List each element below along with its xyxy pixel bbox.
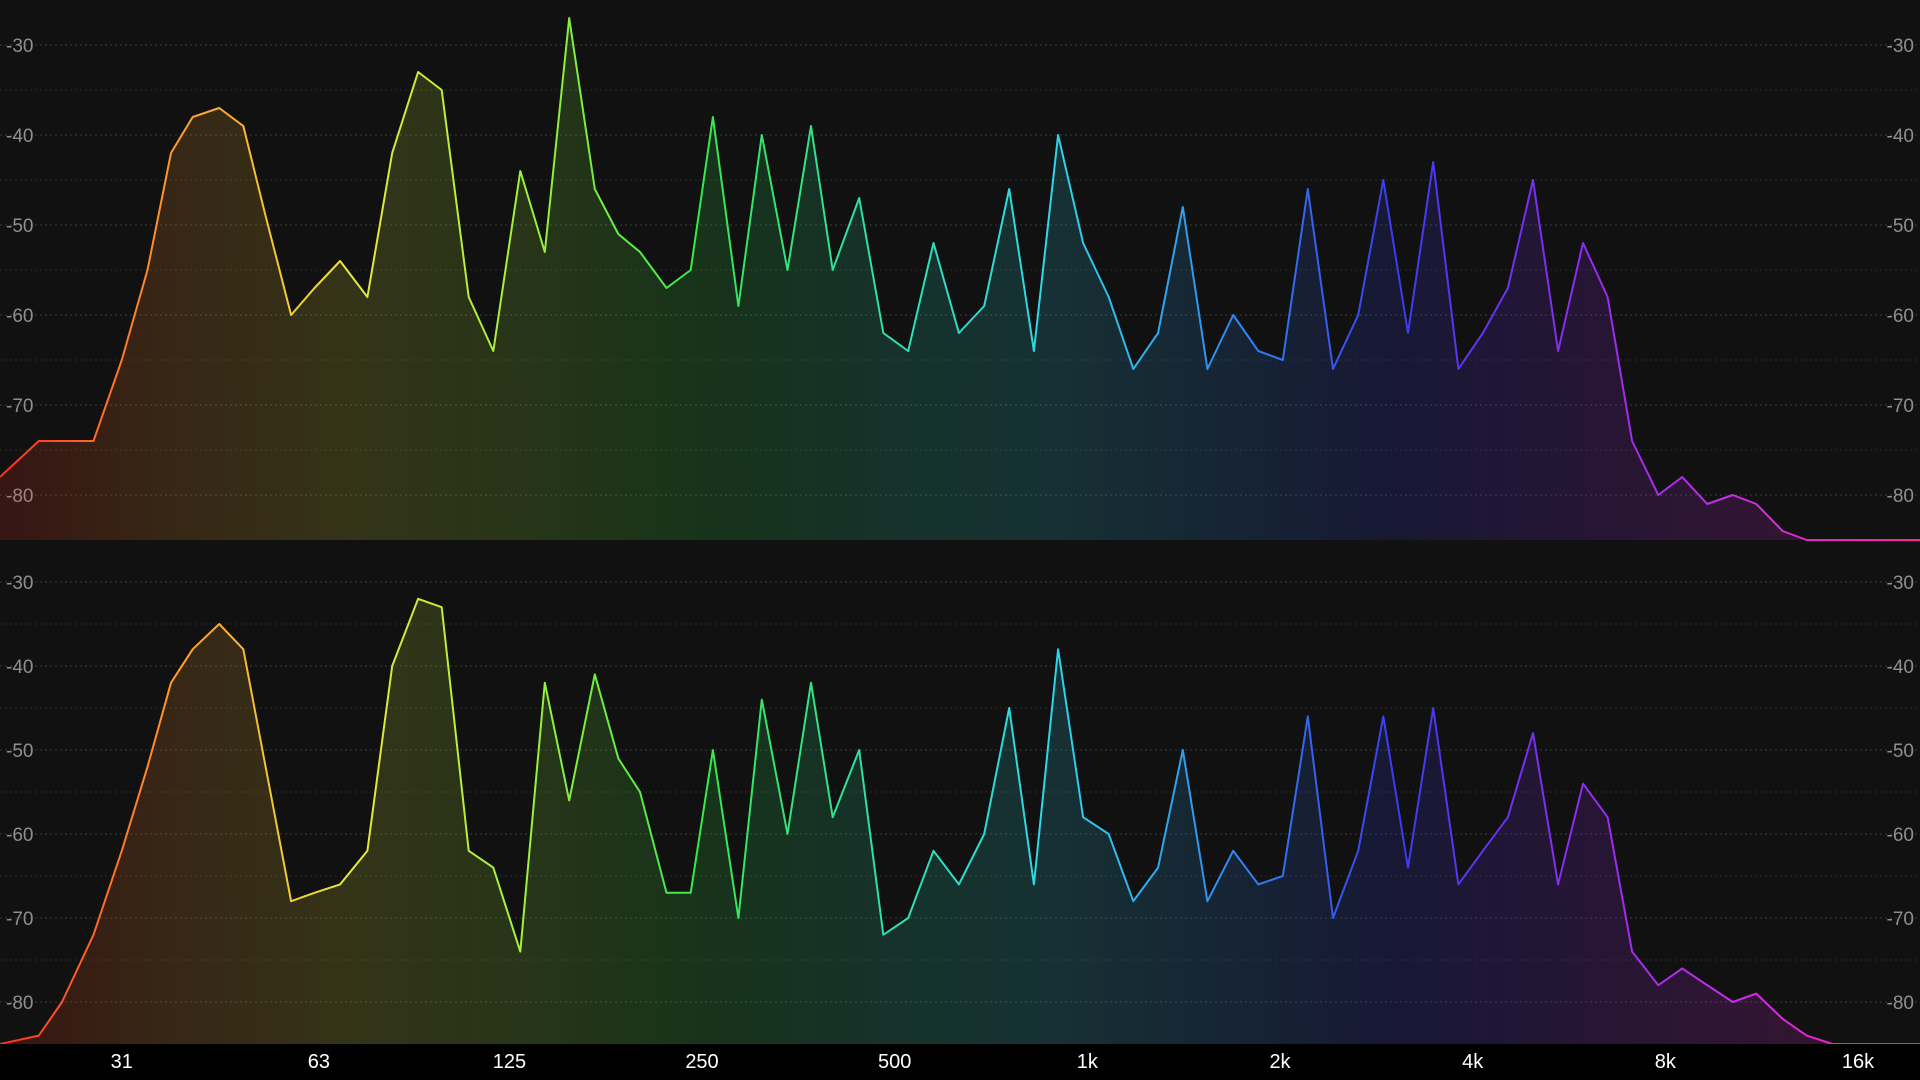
spectrum-line [0,597,1920,1045]
spectrum-area [0,598,1920,1044]
y-tick-label: -80 [6,993,33,1014]
y-tick-label-right: -30 [1887,36,1914,57]
spectrum-line [0,17,1920,541]
x-tick-label: 4k [1462,1051,1484,1073]
y-tick-label-right: -40 [1887,657,1914,678]
x-tick-label: 31 [111,1051,133,1073]
y-tick-label: -30 [6,573,33,594]
x-tick-label: 16k [1842,1051,1875,1073]
x-tick-label: 1k [1077,1051,1099,1073]
y-tick-label-right: -40 [1887,126,1914,147]
frequency-axis: 31 63 125 250 500 1k 2k 4k 8k 16k [111,1051,1875,1073]
y-tick-label: -50 [6,216,33,237]
x-tick-label: 250 [685,1051,718,1073]
y-tick-label-right: -70 [1887,909,1914,930]
y-tick-label: -50 [6,741,33,762]
y-tick-label-right: -80 [1887,486,1914,507]
y-tick-label-right: -50 [1887,216,1914,237]
y-tick-label: -40 [6,126,33,147]
y-tick-label: -60 [6,825,33,846]
y-tick-label: -30 [6,36,33,57]
spectrum-panel-bottom: -30 -30 -40 -40 -50 -50 -60 -60 -70 -70 -80 -80 [0,573,1920,1045]
y-tick-label-right: -50 [1887,741,1914,762]
x-tick-label: 63 [308,1051,330,1073]
y-tick-label: -40 [6,657,33,678]
y-tick-label-right: -60 [1887,306,1914,327]
y-tick-label-right: -80 [1887,993,1914,1014]
y-tick-label-right: -30 [1887,573,1914,594]
x-tick-label: 2k [1269,1051,1291,1073]
x-tick-label: 125 [493,1051,526,1073]
frequency-axis-bar [0,1044,1920,1080]
spectrum-panel-top: -30-30-40-40-50-50-60-60-70-70-80-80 [0,17,1920,541]
x-tick-label: 8k [1655,1051,1677,1073]
y-tick-label: -60 [6,306,33,327]
y-tick-label-right: -60 [1887,825,1914,846]
y-tick-label-right: -70 [1887,396,1914,417]
y-tick-label: -70 [6,909,33,930]
x-tick-label: 500 [878,1051,911,1073]
spectrum-area [0,18,1920,540]
y-tick-label: -70 [6,396,33,417]
